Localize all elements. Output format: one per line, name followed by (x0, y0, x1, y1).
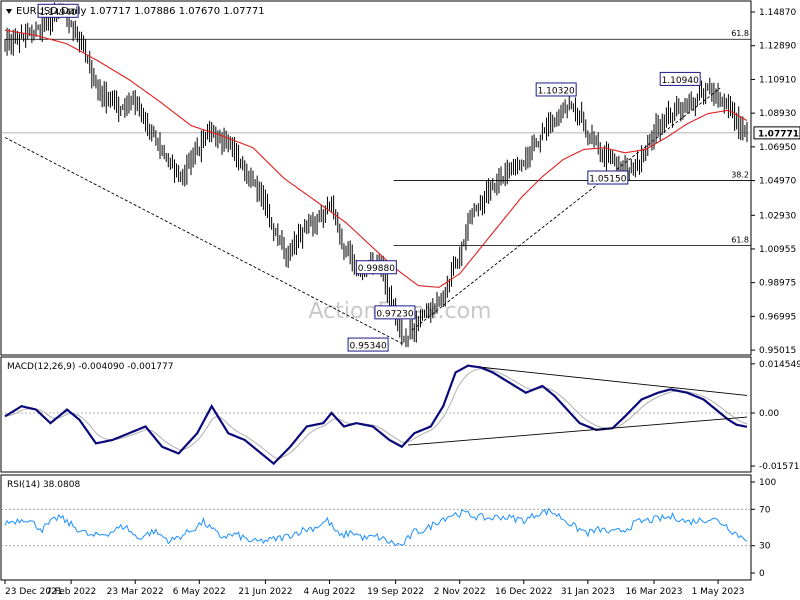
price-tick-label: 1.06950 (759, 143, 796, 153)
price-tick-label: 1.00955 (759, 245, 796, 255)
fib-label: 38.2 (731, 171, 749, 180)
annotation-box (347, 337, 389, 352)
price-annotation: 1.10940 (659, 71, 701, 86)
date-tick-label: 31 Jan 2023 (561, 587, 615, 597)
annotation-text: 1.05150 (589, 175, 626, 185)
date-tick-label: 23 Mar 2022 (107, 587, 164, 597)
rsi-tick-label: 100 (759, 478, 776, 488)
price-frame (0, 0, 752, 356)
macd-trendline (482, 366, 748, 396)
price-tick-label: 1.02930 (759, 211, 796, 221)
annotation-text: 1.10940 (662, 76, 699, 86)
date-tick-label: 23 Dec 2021 (5, 587, 63, 597)
annotation-text: 0.95340 (349, 342, 386, 352)
date-tick-label: 19 Sep 2022 (367, 587, 424, 597)
annotation-text: 0.99880 (358, 264, 395, 274)
fib-label: 61.8 (731, 236, 749, 245)
price-annotation: 1.10320 (535, 82, 577, 97)
price-panel: 61.8 38.2 61.8 1.14940 1.10320 1.10940 1.05150… (1, 2, 751, 352)
price-annotation: 0.99880 (355, 260, 397, 275)
date-tick-label: 16 Dec 2022 (495, 587, 553, 597)
annotation-box (374, 305, 416, 320)
macd-tick-label: 0.00 (759, 409, 779, 419)
price-annotation: 1.14940 (37, 3, 79, 18)
symbol-label: EURUSD,Daily 1.07717 1.07886 1.07670 1.0… (16, 6, 265, 17)
rsi-frame (0, 474, 752, 581)
macd-signal-line (4, 368, 748, 459)
annotation-box (587, 170, 629, 185)
price-tick-label: 1.10910 (759, 75, 796, 85)
price-tick-label: 0.95015 (759, 346, 796, 356)
price-annotation: 0.95340 (347, 337, 389, 352)
price-tick-label: 1.08930 (759, 109, 796, 119)
date-tick-label: 1 May 2023 (692, 587, 745, 597)
current-price-tag (753, 126, 800, 140)
rsi-tick-label: 30 (759, 542, 771, 552)
macd-frame (0, 356, 752, 473)
fib-label: 61.8 (731, 29, 749, 38)
price-bars (4, 2, 748, 348)
moving-average-line (4, 29, 748, 288)
rsi-tick-label: 0 (759, 569, 765, 579)
price-tick-label: 1.04970 (759, 177, 796, 187)
date-tick-label: 6 May 2022 (173, 587, 226, 597)
macd-tick-label: -0.015712 (759, 462, 800, 472)
symbol-text: EURUSD (16, 6, 58, 17)
date-tick-label: 2 Nov 2022 (434, 587, 486, 597)
annotation-text: 0.97230 (376, 309, 413, 319)
macd-title: MACD(12,26,9) -0.004090 -0.001777 (7, 362, 173, 372)
current-price-label: 1.07771 (758, 129, 799, 139)
price-tick-label: 1.12890 (759, 42, 796, 52)
fib-levels: 61.8 38.2 61.8 (5, 29, 751, 247)
annotation-box (355, 260, 397, 275)
rsi-panel (1, 507, 751, 547)
axes: 1.14870 1.12890 1.10910 1.08930 1.06950 1.049… (4, 8, 800, 597)
price-tick-label: 0.96995 (759, 312, 796, 322)
date-tick-label: 4 Aug 2022 (304, 587, 356, 597)
macd-panel (1, 364, 751, 466)
macd-tick-label: 0.014549 (759, 360, 800, 370)
price-trendline (411, 87, 721, 331)
macd-trendline (407, 416, 748, 446)
rsi-tick-label: 70 (759, 505, 771, 515)
price-tick-label: 1.14870 (759, 8, 796, 18)
rsi-title: RSI(14) 38.0808 (7, 480, 80, 490)
price-tick-label: 0.98975 (759, 279, 796, 289)
annotation-box (659, 71, 701, 86)
collapse-arrow-icon[interactable] (6, 9, 12, 14)
panel-frames (0, 0, 752, 581)
price-annotation: 1.05150 (587, 170, 629, 185)
date-tick-label: 21 Jun 2022 (238, 587, 292, 597)
price-annotation: 0.97230 (374, 305, 416, 320)
date-tick-label: 16 Mar 2023 (625, 587, 682, 597)
date-tick-label: 7 Feb 2022 (46, 587, 96, 597)
ohlc-text: 1.07717 1.07886 1.07670 1.07771 (90, 6, 265, 17)
annotation-text: 1.10320 (538, 86, 575, 96)
timeframe-text: Daily (61, 6, 86, 17)
rsi-line (4, 507, 748, 547)
macd-line (4, 364, 748, 466)
annotation-text: 1.14940 (39, 8, 76, 18)
annotation-box (37, 3, 79, 18)
annotation-box (535, 82, 577, 97)
